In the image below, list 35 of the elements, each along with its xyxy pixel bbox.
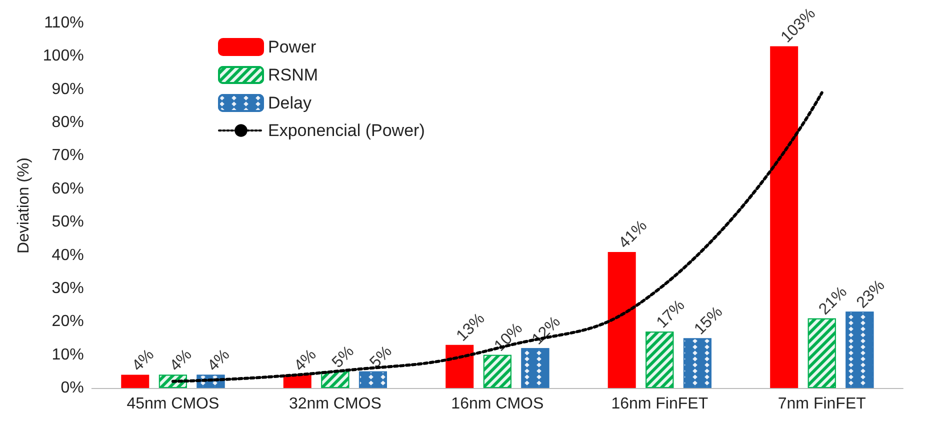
y-tick-label: 110%: [44, 14, 84, 32]
y-tick-label: 0%: [60, 380, 84, 396]
data-label: 41%: [616, 217, 650, 252]
y-tick-label: 50%: [52, 214, 84, 231]
x-tick-label: 7nm FinFET: [778, 396, 866, 412]
data-label: 4%: [291, 346, 320, 375]
x-tick-label: 16nm FinFET: [611, 396, 708, 412]
bar: [608, 252, 636, 388]
y-tick-label: 20%: [52, 313, 84, 330]
data-label: 4%: [129, 346, 158, 375]
bar: [121, 374, 150, 388]
data-label: 5%: [366, 343, 396, 372]
data-label: 4%: [166, 346, 196, 375]
legend-label: Delay: [268, 94, 312, 112]
legend-label: Exponencial (Power): [268, 121, 425, 140]
x-tick-label: 32nm CMOS: [288, 396, 382, 412]
y-tick-label: 100%: [42, 48, 84, 65]
bar: [446, 344, 474, 388]
y-tick-label: 10%: [52, 346, 84, 364]
legend-label: RSNM: [268, 66, 318, 84]
bar: [770, 46, 798, 388]
legend-label: Power: [268, 38, 317, 56]
y-tick-label: 60%: [52, 180, 84, 198]
y-tick-label: 90%: [52, 80, 84, 98]
data-label: 5%: [329, 343, 358, 372]
y-tick-label: 80%: [52, 114, 84, 132]
bar: [283, 374, 312, 388]
x-tick-label: 45nm CMOS: [126, 396, 220, 412]
y-tick-label: 40%: [52, 246, 84, 264]
x-tick-label: 16nm CMOS: [451, 396, 544, 412]
y-axis-title: Deviation (%): [16, 157, 32, 254]
data-label: 4%: [204, 346, 234, 375]
y-tick-label: 70%: [52, 147, 84, 164]
y-tick-label: 30%: [52, 280, 84, 297]
data-label: 13%: [454, 310, 488, 345]
